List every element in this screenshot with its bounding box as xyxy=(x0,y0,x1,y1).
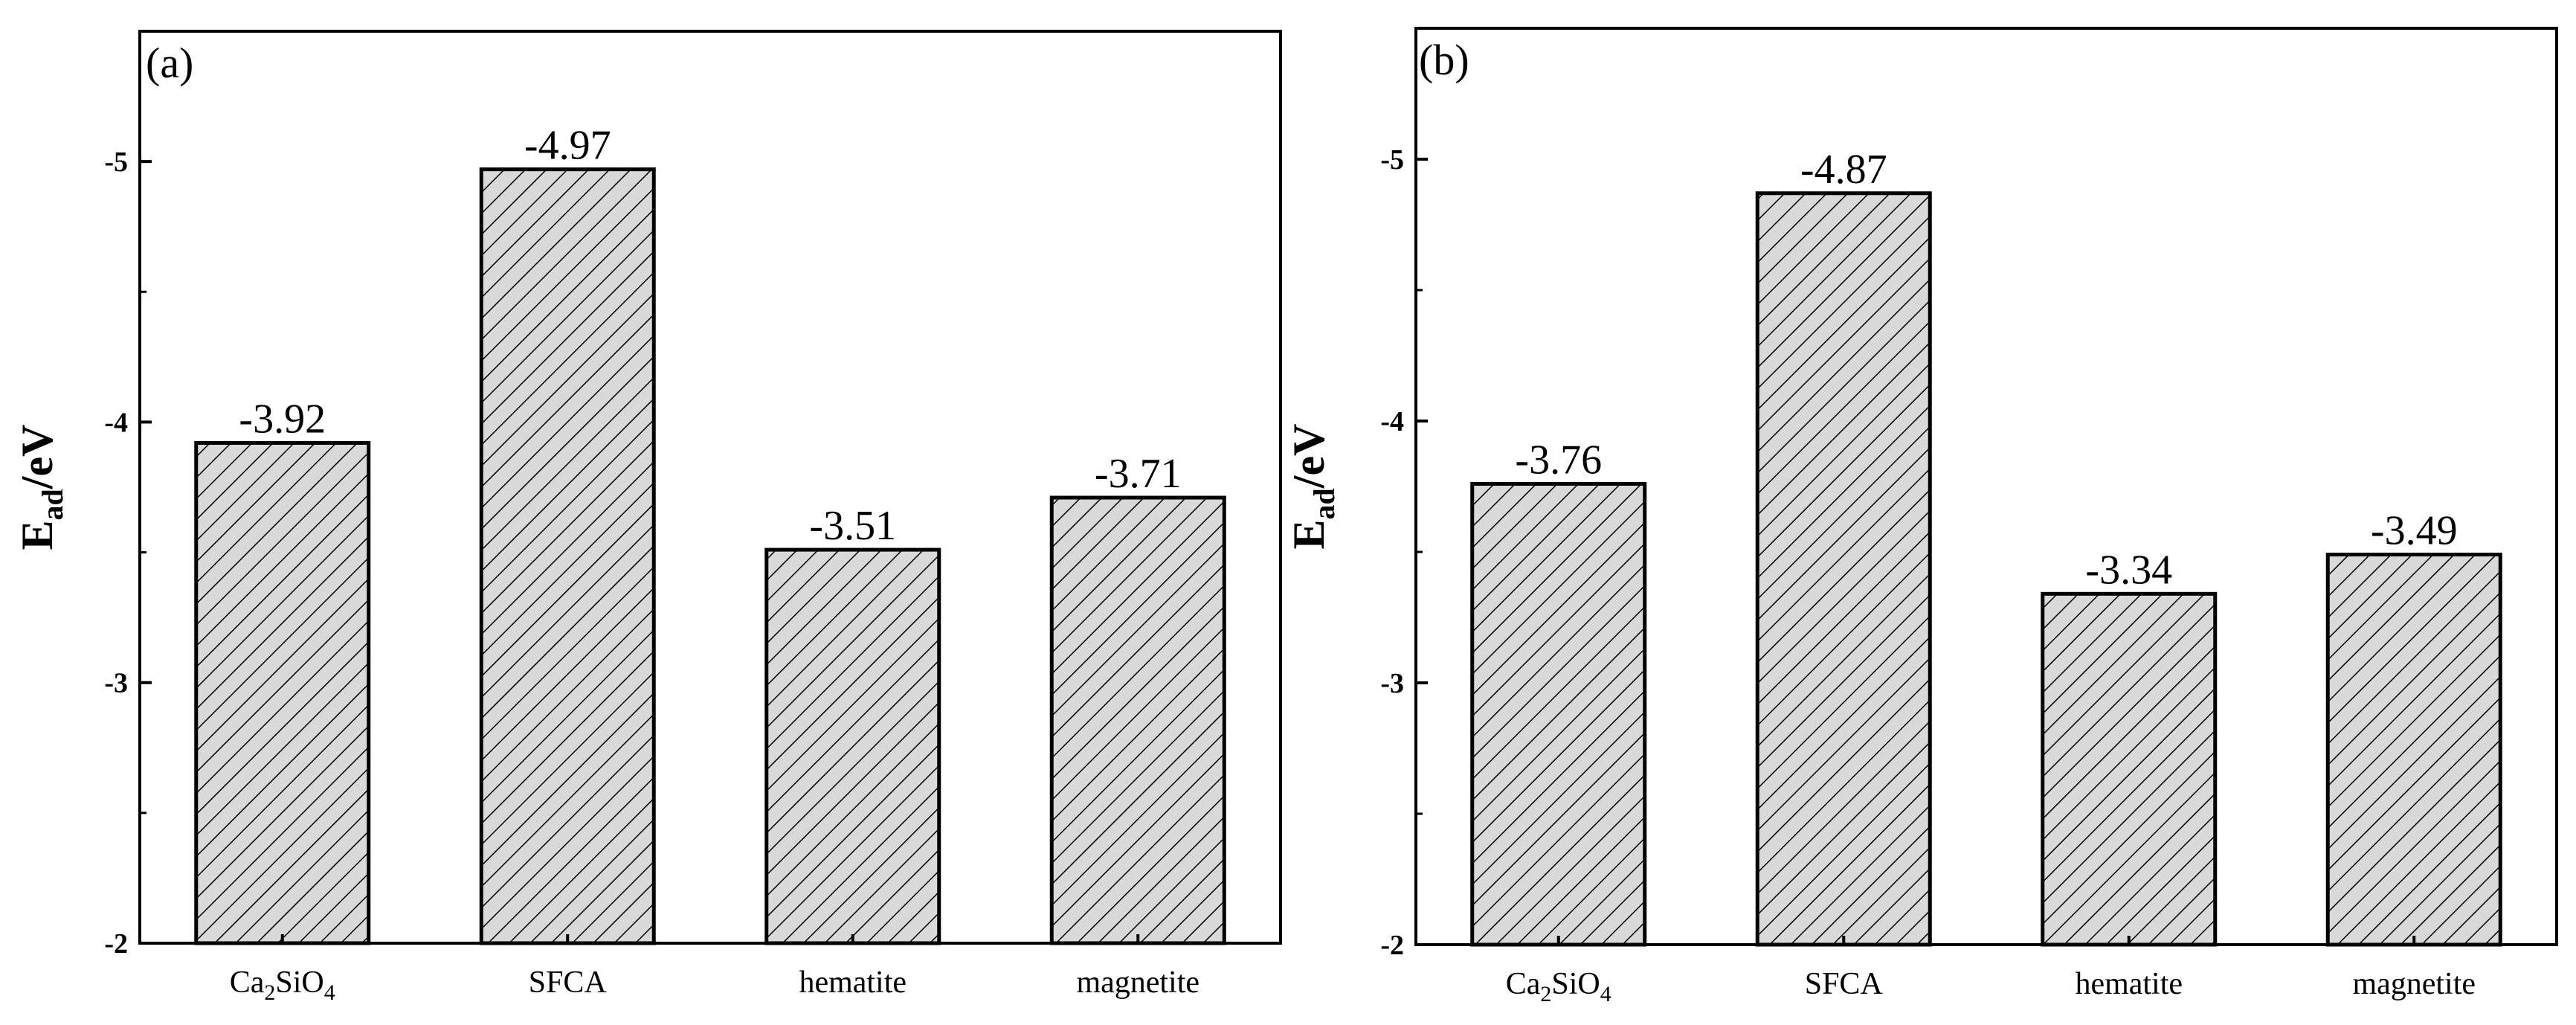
value-label: -3.34 xyxy=(2085,547,2172,593)
category-label: SFCA xyxy=(1805,967,1884,1001)
category-label: hematite xyxy=(799,965,907,1000)
bar-3 xyxy=(1049,495,1226,945)
value-label: -4.87 xyxy=(1800,147,1887,193)
value-label: -3.49 xyxy=(2371,508,2458,554)
bar-3 xyxy=(2325,553,2502,947)
y-axis-title: Ead/eV xyxy=(1284,424,1341,550)
category-label: magnetite xyxy=(1076,965,1200,1000)
bar-0 xyxy=(1470,481,1647,947)
bar-1 xyxy=(1755,191,1932,947)
y-tick-label: -3 xyxy=(1380,668,1404,699)
category-label: Ca2SiO4 xyxy=(1506,967,1611,1006)
category-label: SFCA xyxy=(529,965,608,1000)
panel-label: (b) xyxy=(1419,36,1469,84)
chart-panel-b: (b) -2 -3 -4 -5 Ead/eV -3.76 Ca2SiO4 -4.87 SFCA -3… xyxy=(1284,27,2558,1006)
value-label: -3.51 xyxy=(809,503,896,549)
value-label: -3.92 xyxy=(239,396,326,442)
y-tick-label: -5 xyxy=(104,147,128,178)
chart-panel-a: (a) -2 -3 -4 -5 Ead/eV -3.92 Ca2SiO4 -4.97 SFCA -3… xyxy=(13,30,1282,1005)
y-tick-label: -4 xyxy=(104,407,128,438)
y-tick-label: -4 xyxy=(1380,406,1404,437)
bar-1 xyxy=(479,167,656,945)
bar-2 xyxy=(2041,591,2218,947)
category-label: magnetite xyxy=(2352,967,2476,1001)
value-label: -3.76 xyxy=(1515,437,1602,483)
value-label: -4.97 xyxy=(524,123,611,169)
y-axis-title: Ead/eV xyxy=(13,425,69,550)
y-tick-label: -2 xyxy=(1380,930,1404,961)
plot-frame xyxy=(138,30,1282,945)
y-tick-label: -3 xyxy=(104,668,128,699)
value-label: -3.71 xyxy=(1095,451,1182,497)
y-tick-label: -2 xyxy=(104,928,128,960)
y-tick-label: -5 xyxy=(1380,144,1404,176)
category-label: Ca2SiO4 xyxy=(230,965,335,1005)
panel-label: (a) xyxy=(146,39,193,87)
plot-frame xyxy=(1414,27,2558,946)
category-label: hematite xyxy=(2075,967,2183,1001)
bar-0 xyxy=(194,440,371,945)
bar-2 xyxy=(764,547,941,945)
